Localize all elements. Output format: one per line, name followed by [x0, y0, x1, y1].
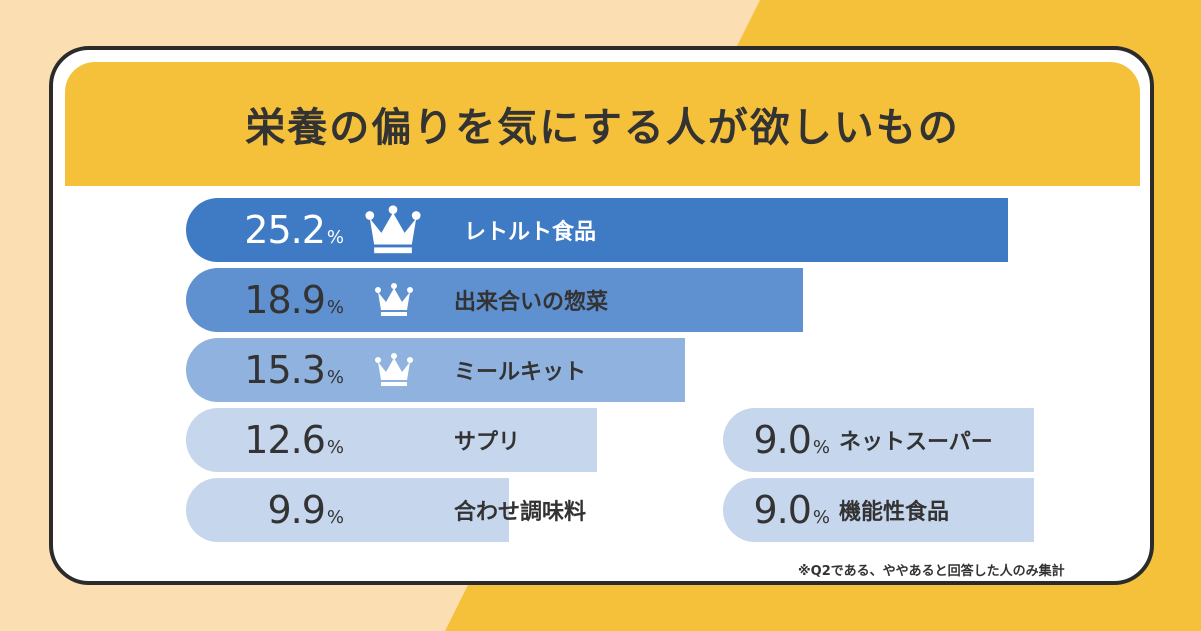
- bar-2: [186, 268, 803, 332]
- bar-label-2: 出来合いの惣菜: [454, 290, 609, 315]
- bar-label-5: 合わせ調味料: [454, 500, 587, 525]
- crown-icon: [375, 353, 413, 386]
- bar-label-6: ネットスーパー: [839, 430, 993, 455]
- bar-7: [723, 478, 1034, 542]
- bar-label-7: 機能性食品: [839, 500, 950, 525]
- bar-value-5: 9.9%: [186, 478, 344, 542]
- bar-6: [723, 408, 1034, 472]
- value-unit: %: [812, 506, 830, 528]
- crown-icon: [375, 283, 413, 316]
- value-number: 18.9: [244, 278, 326, 322]
- bar-value-7: 9.0%: [723, 478, 830, 542]
- bar-1: [186, 198, 1008, 262]
- value-unit: %: [812, 436, 830, 458]
- crown-icon-3: [374, 350, 414, 394]
- bar-value-1: 25.2%: [186, 198, 344, 262]
- bar-value-6: 9.0%: [723, 408, 830, 472]
- value-unit: %: [326, 366, 344, 388]
- value-number: 9.9: [267, 488, 325, 532]
- value-number: 25.2: [244, 208, 326, 252]
- title-band: 栄養の偏りを気にする人が欲しいもの: [65, 62, 1140, 186]
- value-number: 12.6: [244, 418, 326, 462]
- bar-value-3: 15.3%: [186, 338, 344, 402]
- value-unit: %: [326, 226, 344, 248]
- bar-label-4: サプリ: [454, 430, 521, 455]
- value-number: 9.0: [753, 488, 811, 532]
- value-unit: %: [326, 506, 344, 528]
- crown-icon-2: [374, 280, 414, 324]
- value-unit: %: [326, 436, 344, 458]
- bar-4: [186, 408, 597, 472]
- footnote: ※Q2である、ややあると回答した人のみ集計: [798, 564, 1065, 579]
- crown-icon: [365, 205, 421, 254]
- bar-5: [186, 478, 509, 542]
- value-unit: %: [326, 296, 344, 318]
- value-number: 9.0: [753, 418, 811, 462]
- chart-card: 栄養の偏りを気にする人が欲しいもの 25.2% レトルト食品 18.9% 出来合いの惣…: [49, 46, 1154, 585]
- bar-value-4: 12.6%: [186, 408, 344, 472]
- bar-3: [186, 338, 686, 402]
- chart-title: 栄養の偏りを気にする人が欲しいもの: [245, 105, 960, 151]
- bar-label-3: ミールキット: [454, 360, 587, 385]
- crown-icon-1: [364, 201, 422, 263]
- bar-value-2: 18.9%: [186, 268, 344, 332]
- value-number: 15.3: [244, 348, 326, 392]
- bar-label-1: レトルト食品: [464, 220, 597, 245]
